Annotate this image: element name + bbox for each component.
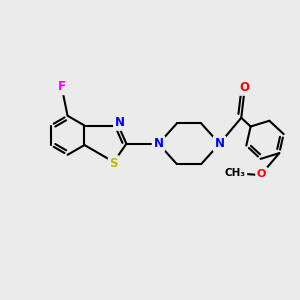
Text: O: O [257,169,266,179]
Text: O: O [240,81,250,94]
Text: CH₃: CH₃ [225,168,246,178]
Text: N: N [214,137,224,150]
Text: S: S [110,157,118,170]
Text: F: F [58,80,66,93]
Text: N: N [115,116,125,129]
Text: N: N [154,137,164,150]
